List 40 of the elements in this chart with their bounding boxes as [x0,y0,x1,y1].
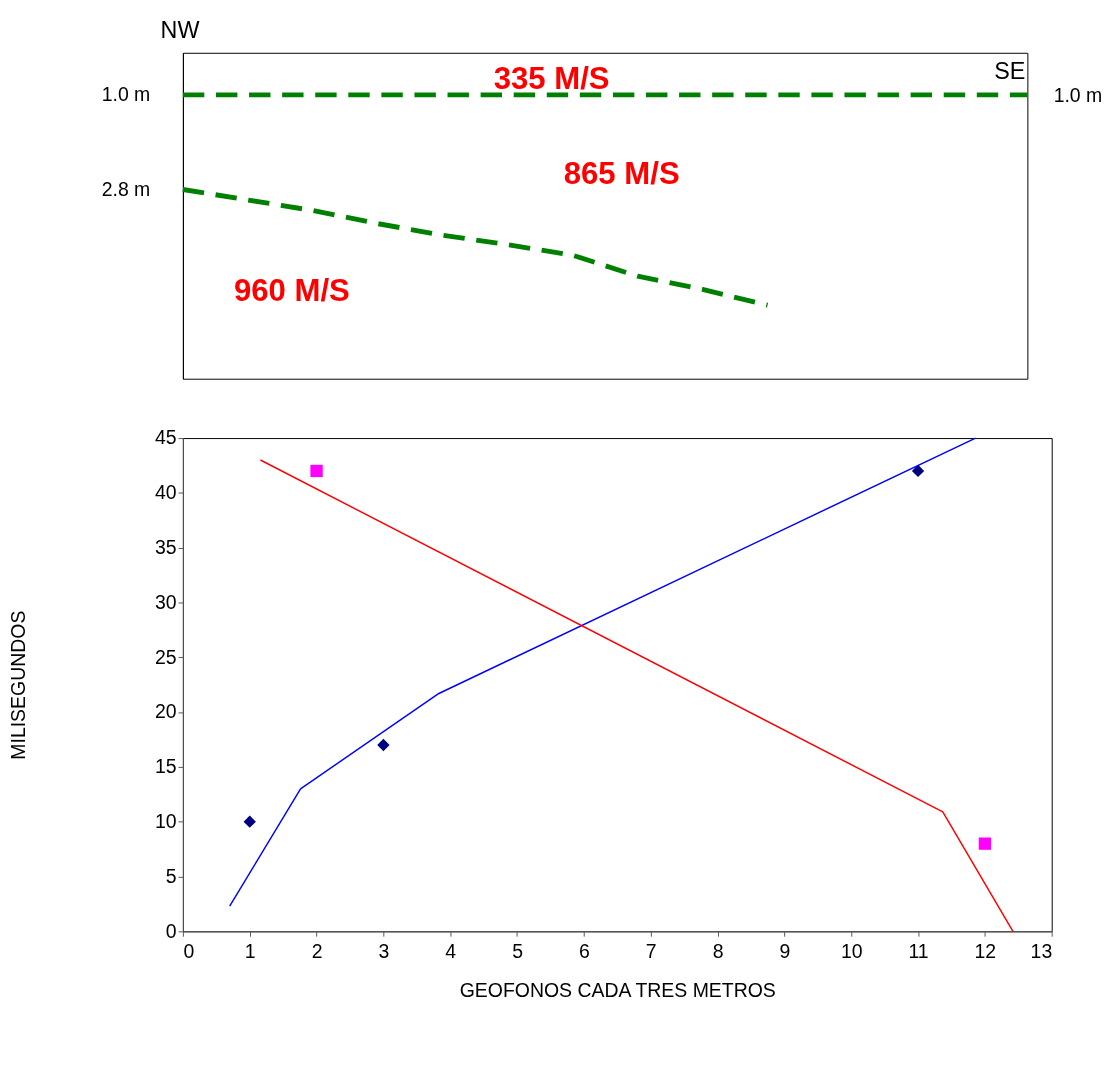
y-tick-label: 5 [165,864,177,887]
line-series [228,437,977,907]
y-tick-label: 45 [154,426,177,449]
text: 1.0 m [1053,84,1103,107]
x-axis-title: GEOFONOS CADA TRES METROS [459,979,776,1002]
y-tick-label: 10 [154,810,177,833]
y-tick-label: 15 [154,755,177,778]
annotation: SE [994,58,1026,85]
x-tick-label: 1 [244,940,256,963]
x-tick-label: 5 [512,940,523,963]
x-tick-label: 8 [712,940,724,963]
point [911,464,925,478]
x-tick-label: 0 [183,940,195,963]
line-series [180,187,770,308]
y-tick-label: 40 [154,481,177,504]
annotation: 960 M/S [233,272,350,308]
point [310,464,323,478]
y-tick-label: 2.8 m [101,177,151,200]
point [377,738,390,752]
point [243,815,256,828]
x-tick-label: 10 [840,940,863,963]
x-tick-label: 7 [645,940,657,963]
y-tick-label: 20 [154,700,177,723]
x-tick-label: 3 [378,940,390,963]
x-tick-label: 9 [779,940,791,963]
x-tick-label: 11 [908,940,929,963]
y-axis-title: MILISEGUNDOS [6,610,29,760]
x-tick-label: 13 [1030,940,1053,963]
x-tick-label: 12 [974,940,997,963]
annotation: 865 M/S [563,156,680,192]
y-tick-label: 30 [154,590,177,613]
point [978,837,992,850]
x-tick-label: 6 [578,940,590,963]
y-tick-label: 0 [165,919,177,942]
x-tick-label: 4 [445,940,457,963]
annotation: 335 M/S [493,60,610,96]
y-tick-label: 25 [154,645,177,668]
text: NW [160,17,200,44]
y-tick-label: 35 [154,536,177,559]
x-tick-label: 2 [311,940,323,963]
